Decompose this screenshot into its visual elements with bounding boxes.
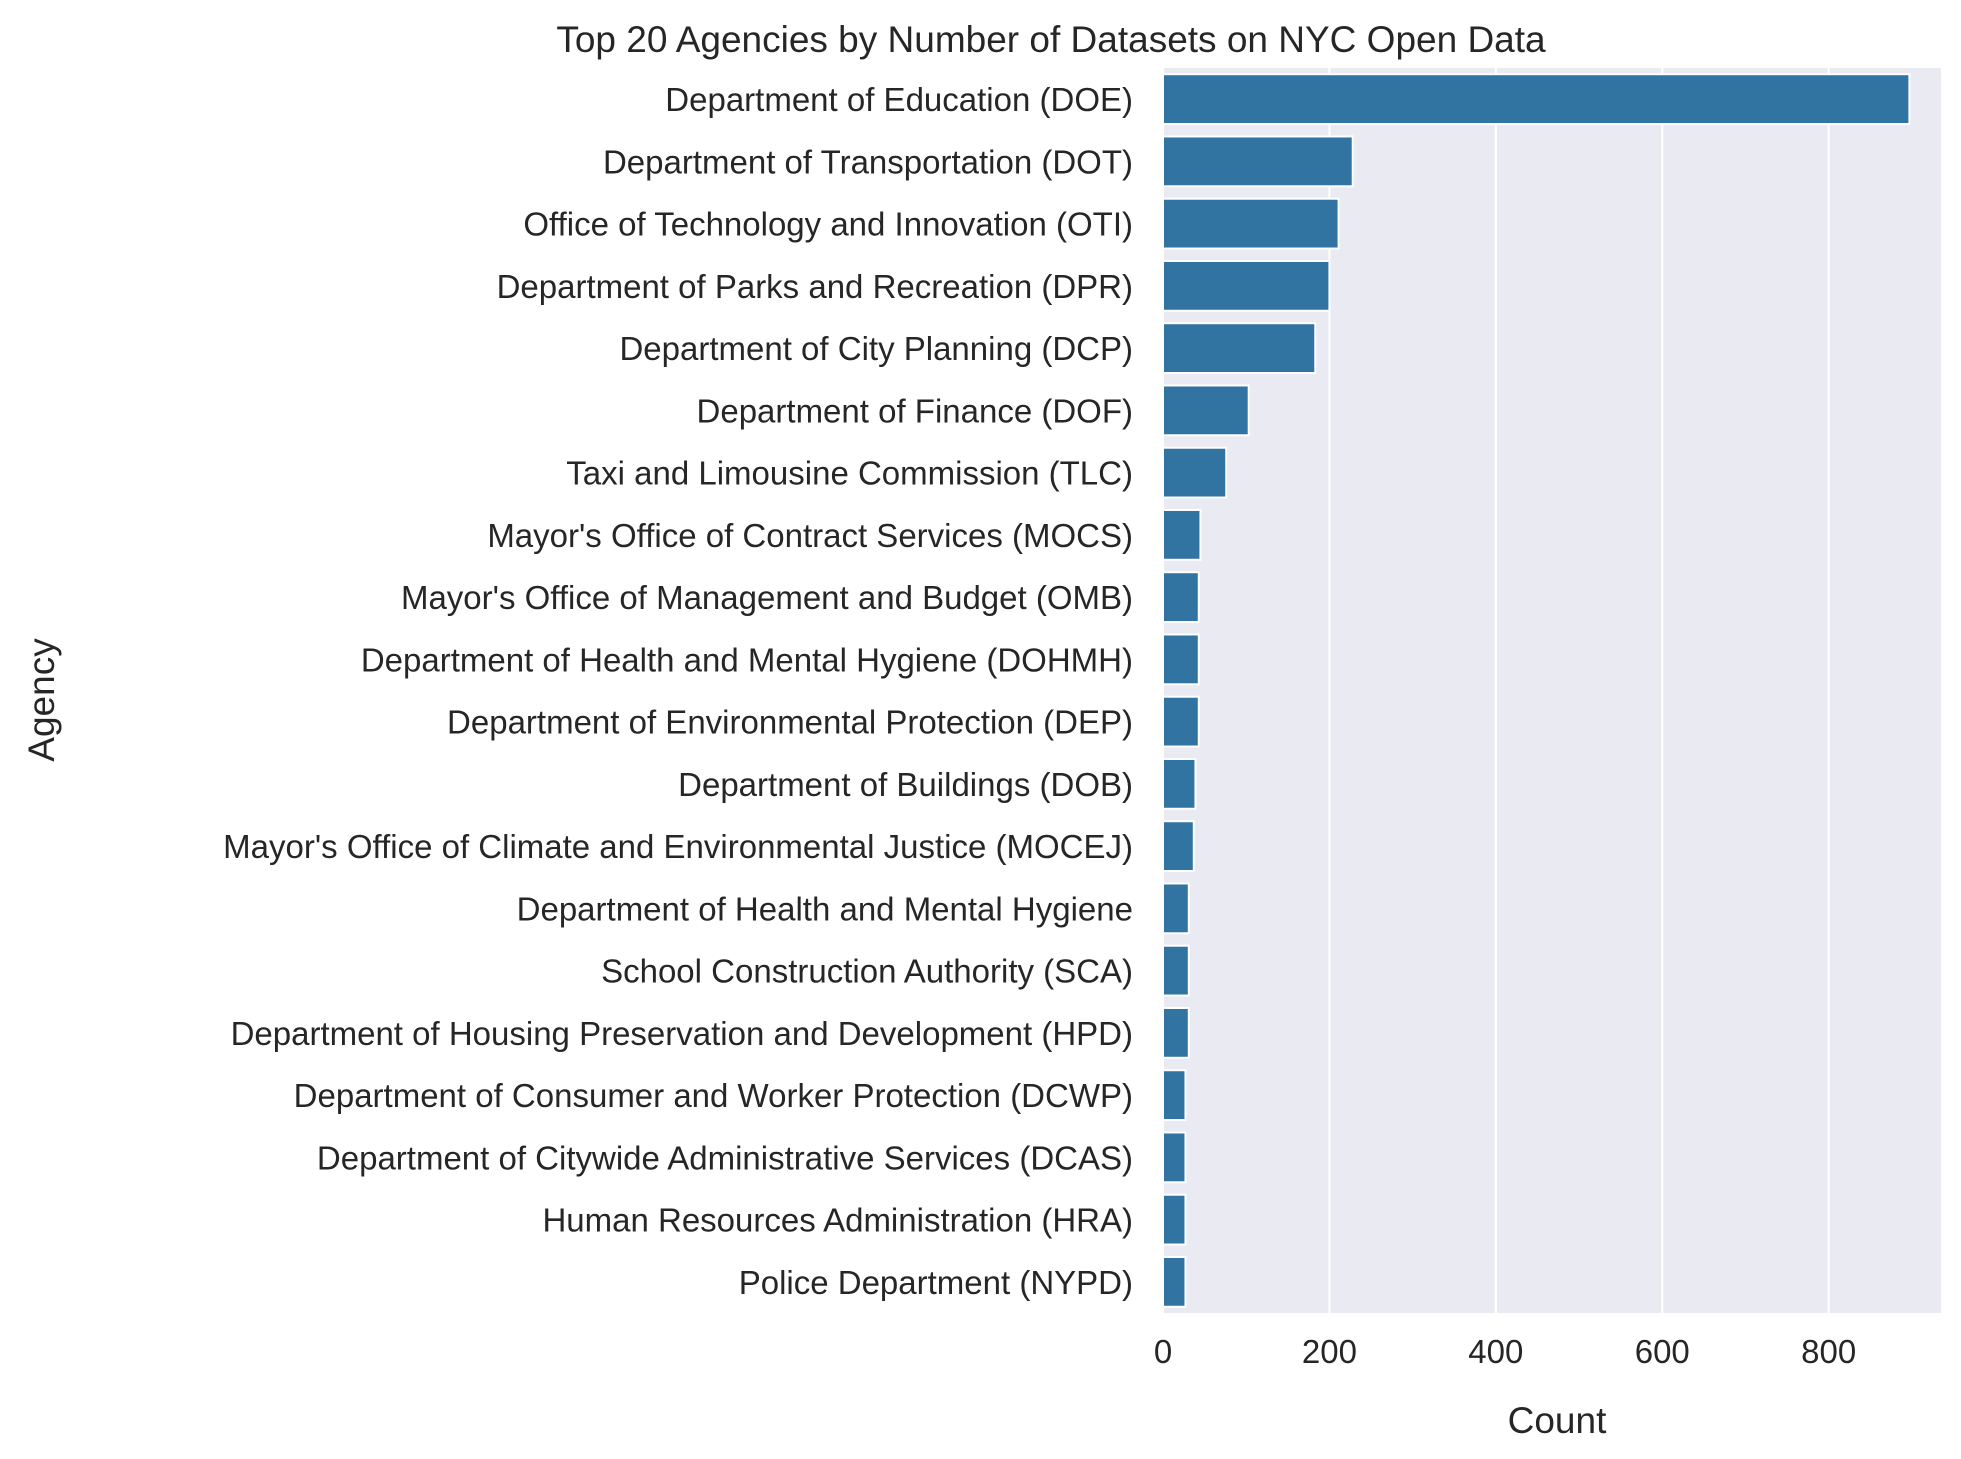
bar <box>1162 1131 1187 1184</box>
y-tick-label: Department of Parks and Recreation (DPR) <box>497 268 1133 305</box>
bar <box>1162 820 1195 873</box>
bar <box>1162 508 1202 561</box>
bar <box>1162 259 1331 312</box>
x-tick-label: 800 <box>1801 1333 1856 1370</box>
y-tick-label: Department of Health and Mental Hygiene … <box>361 641 1133 678</box>
bar <box>1162 135 1354 188</box>
bar <box>1162 882 1190 935</box>
bar <box>1162 695 1200 748</box>
y-tick-label: Department of Finance (DOF) <box>697 392 1133 429</box>
y-tick-label: Taxi and Limousine Commission (TLC) <box>566 455 1133 492</box>
bar <box>1162 944 1190 997</box>
x-tick-label: 600 <box>1635 1333 1690 1370</box>
x-tick-label: 200 <box>1302 1333 1357 1370</box>
bar <box>1162 1069 1187 1122</box>
bar <box>1162 757 1197 810</box>
y-tick-label: Department of Consumer and Worker Protec… <box>294 1077 1133 1114</box>
y-tick-labels: Department of Education (DOE) Department … <box>223 81 1133 1301</box>
x-axis-label: Count <box>1508 1400 1607 1441</box>
bar <box>1162 384 1250 437</box>
plot-area <box>1163 68 1941 1313</box>
bar <box>1162 446 1228 499</box>
bar <box>1162 197 1340 250</box>
bar <box>1162 322 1317 375</box>
y-tick-label: Human Resources Administration (HRA) <box>542 1202 1133 1239</box>
x-tick-label: 0 <box>1154 1333 1172 1370</box>
x-tick-labels: 0 200 400 600 800 <box>1154 1333 1856 1370</box>
y-tick-label: School Construction Authority (SCA) <box>601 953 1133 990</box>
y-tick-label: Mayor's Office of Management and Budget … <box>401 579 1133 616</box>
bars <box>1162 73 1911 1308</box>
y-tick-label: Mayor's Office of Contract Services (MOC… <box>487 517 1133 554</box>
bar <box>1162 1255 1187 1308</box>
y-axis-label: Agency <box>21 638 62 762</box>
y-tick-label: Department of City Planning (DCP) <box>619 330 1133 367</box>
y-tick-label: Department of Citywide Administrative Se… <box>317 1139 1133 1176</box>
chart-title: Top 20 Agencies by Number of Datasets on… <box>556 19 1546 60</box>
bar <box>1162 571 1200 624</box>
y-tick-label: Department of Environmental Protection (… <box>447 704 1133 741</box>
bar <box>1162 1193 1187 1246</box>
y-tick-label: Department of Buildings (DOB) <box>678 766 1133 803</box>
y-tick-label: Department of Education (DOE) <box>665 81 1133 118</box>
y-tick-label: Police Department (NYPD) <box>739 1264 1133 1301</box>
y-tick-label: Office of Technology and Innovation (OTI… <box>523 206 1133 243</box>
y-tick-label: Mayor's Office of Climate and Environmen… <box>223 828 1133 865</box>
bar <box>1162 633 1200 686</box>
y-tick-label: Department of Health and Mental Hygiene <box>517 890 1133 927</box>
x-tick-label: 400 <box>1468 1333 1523 1370</box>
bar <box>1162 73 1911 126</box>
y-tick-label: Department of Housing Preservation and D… <box>231 1015 1133 1052</box>
y-tick-label: Department of Transportation (DOT) <box>603 143 1133 180</box>
bar <box>1162 1006 1190 1059</box>
